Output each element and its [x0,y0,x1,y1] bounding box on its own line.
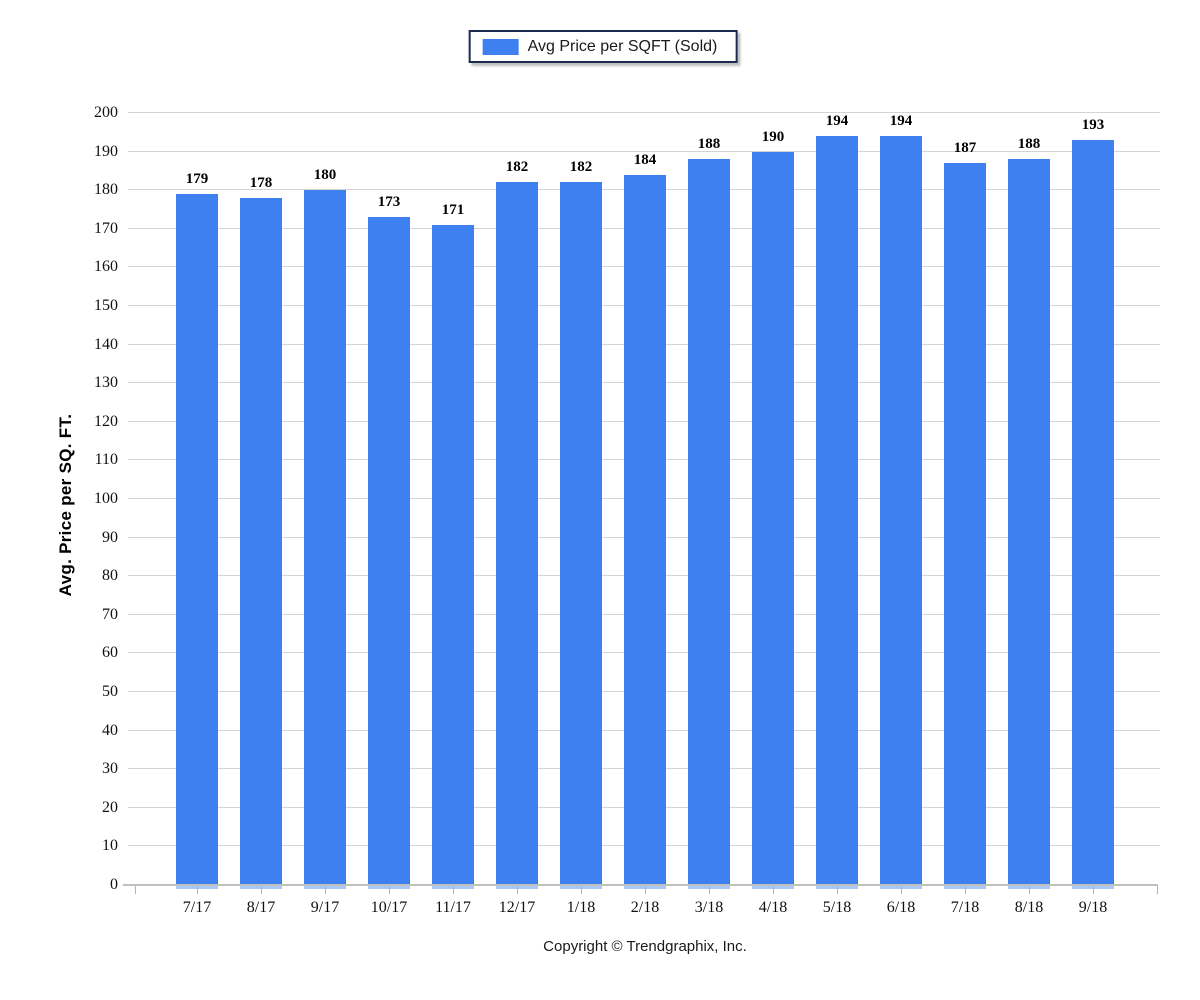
x-tick [837,886,838,894]
x-tick [901,886,902,894]
y-tick-label: 60 [102,644,118,662]
y-tick-label: 190 [94,142,118,160]
y-tick-label: 40 [102,721,118,739]
bar [304,190,346,885]
y-tick-label: 50 [102,683,118,700]
x-axis-line [123,884,1158,886]
bar-value-label: 171 [441,201,465,218]
bar [816,136,858,885]
bar [880,136,922,885]
x-tick-label: 10/17 [370,899,408,916]
x-tick [517,886,518,894]
bar-value-label: 190 [761,128,785,145]
y-tick-label: 0 [110,876,118,893]
x-tick [1029,886,1030,894]
x-tick-label: 7/17 [182,899,212,916]
y-tick-label: 200 [94,104,118,121]
x-tick [453,886,454,894]
y-tick-label: 10 [102,837,118,855]
x-tick [709,886,710,894]
x-tick-label: 11/17 [435,899,471,916]
y-tick-label: 170 [94,219,118,237]
y-tick-label: 150 [94,297,118,314]
y-tick-label: 140 [94,335,118,353]
y-tick-label: 30 [102,760,118,778]
bar-value-label: 194 [889,113,913,130]
bar [368,217,410,885]
x-axis-edge-tick [135,886,136,894]
x-tick [197,886,198,894]
bar [752,151,794,885]
x-tick-label: 12/17 [498,899,536,916]
x-tick-label: 7/18 [950,899,980,916]
bar-value-label: 187 [953,140,977,157]
bar [944,163,986,885]
x-tick [645,886,646,894]
y-tick-label: 70 [102,605,118,623]
y-tick-label: 130 [94,374,118,392]
y-tick-label: 180 [94,181,118,199]
bar [624,174,666,885]
bar [496,182,538,885]
bar-value-label: 180 [313,167,337,184]
bar [560,182,602,885]
y-tick-label: 80 [102,567,118,585]
bar-value-label: 182 [569,159,593,176]
bar [1072,140,1114,885]
legend-label: Avg Price per SQFT (Sold) [527,37,718,55]
x-tick-label: 2/18 [630,899,660,916]
y-tick-label: 90 [102,528,118,546]
legend-swatch-icon [482,38,519,55]
legend: Avg Price per SQFT (Sold) [468,30,738,63]
bar-value-label: 188 [1017,136,1041,153]
x-tick-label: 4/18 [758,899,788,916]
x-tick [965,886,966,894]
x-tick [1093,886,1094,894]
bar [688,159,730,885]
bar-value-label: 179 [185,171,209,188]
x-tick-label: 9/18 [1078,899,1108,916]
bar-value-label: 182 [505,159,529,176]
x-tick-label: 8/17 [246,899,276,916]
bar [432,224,474,885]
y-tick-label: 110 [94,451,118,469]
y-tick-label: 120 [94,412,118,430]
x-tick [389,886,390,894]
bar-value-label: 193 [1081,117,1105,134]
bar-value-label: 194 [825,113,849,130]
x-tick-label: 5/18 [822,899,852,916]
copyright-text: Copyright © Trendgraphix, Inc. [543,938,747,955]
bar-value-label: 188 [697,136,721,153]
x-tick [773,886,774,894]
y-tick-label: 100 [94,490,118,507]
bar-value-label: 173 [377,194,401,211]
x-tick-label: 1/18 [566,899,596,916]
gridline [128,150,1160,152]
gridline [128,112,1160,113]
x-axis-edge-tick [1157,886,1158,894]
x-tick-label: 6/18 [886,899,916,916]
bar [1008,159,1050,885]
y-tick-label: 160 [94,258,118,276]
x-tick [261,886,262,894]
x-tick-label: 9/17 [310,899,340,916]
bar [176,194,218,885]
x-tick-label: 3/18 [694,899,724,916]
bar [240,197,282,885]
y-tick-label: 20 [102,798,118,816]
x-tick-label: 8/18 [1014,899,1044,916]
bar-value-label: 184 [633,151,657,168]
plot-area: 0 10 20 30 40 50 60 70 80 90 100 110 120 130 140 150 160… [94,105,1160,916]
x-tick [581,886,582,894]
x-tick [325,886,326,894]
bar-value-label: 178 [249,174,273,191]
